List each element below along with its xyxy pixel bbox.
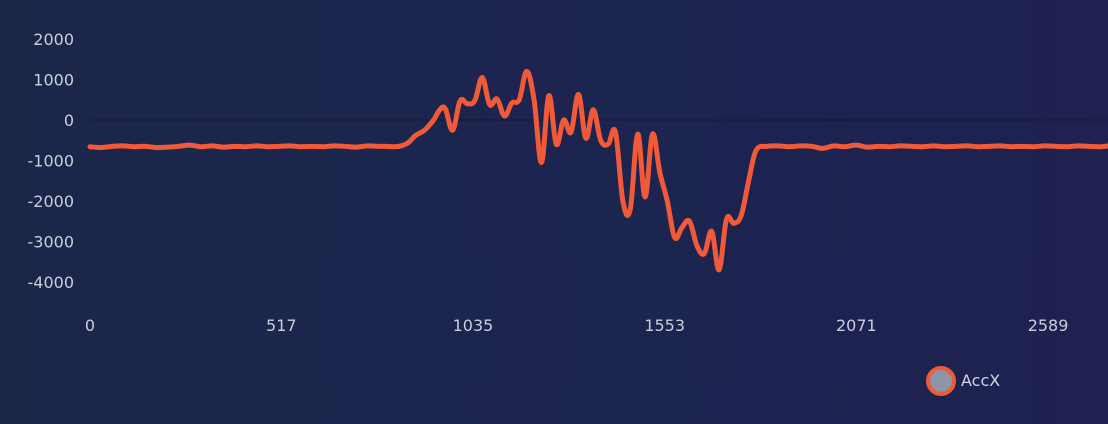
y-tick-label: 2000: [33, 30, 74, 49]
x-tick-label: 0: [85, 316, 95, 335]
x-tick-label: 2589: [1028, 316, 1069, 335]
y-tick-label: -4000: [28, 273, 75, 292]
legend-accx-marker[interactable]: [926, 366, 956, 396]
legend-accx-label[interactable]: AccX: [961, 371, 1000, 390]
y-tick-label: -1000: [28, 152, 75, 171]
x-tick-label: 1035: [453, 316, 494, 335]
x-tick-label: 1553: [644, 316, 685, 335]
y-tick-label: 1000: [33, 71, 74, 90]
y-tick-label: -3000: [28, 233, 75, 252]
x-tick-label: 517: [266, 316, 297, 335]
y-tick-label: 0: [64, 111, 74, 130]
y-tick-label: -2000: [28, 192, 75, 211]
accx-series-line: [87, 68, 1108, 273]
x-tick-label: 2071: [836, 316, 877, 335]
